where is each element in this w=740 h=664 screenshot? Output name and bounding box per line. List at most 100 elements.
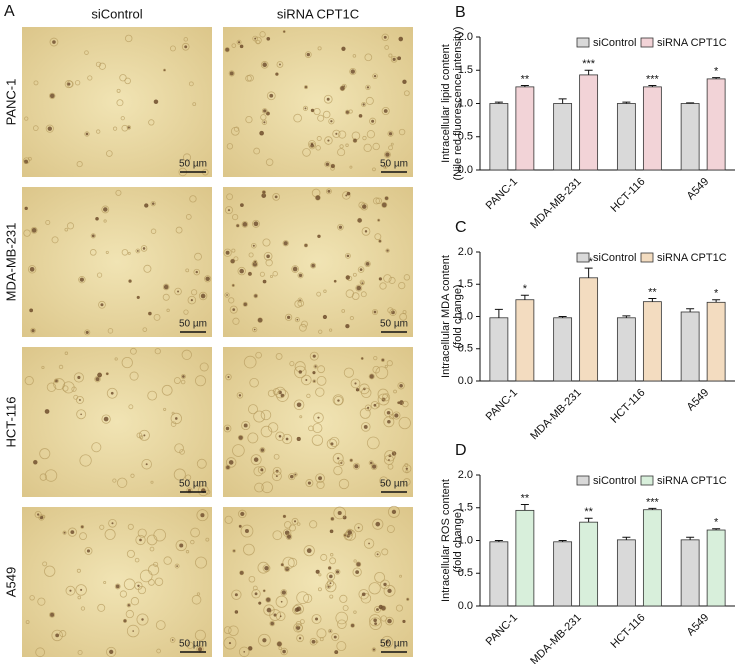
lipid-droplet — [335, 132, 338, 135]
lipid-droplet — [177, 290, 180, 293]
y-tick-label: 1.5 — [458, 278, 473, 290]
lipid-droplet — [405, 467, 408, 470]
cell — [103, 581, 107, 585]
cell — [309, 637, 318, 646]
cell — [64, 227, 69, 232]
cell — [84, 329, 91, 336]
cell — [204, 275, 212, 283]
y-axis-label: (fold change) — [452, 508, 464, 572]
lipid-droplet — [312, 354, 316, 358]
cell — [355, 284, 363, 292]
lipid-droplet — [254, 294, 258, 298]
lipid-droplet — [261, 193, 267, 198]
bar — [680, 103, 700, 171]
cell — [228, 70, 235, 77]
lipid-droplet — [283, 241, 288, 246]
cell — [153, 561, 159, 567]
cell — [239, 570, 245, 576]
y-tick-label: 1.0 — [458, 534, 473, 546]
lipid-droplet — [229, 71, 234, 76]
cell — [259, 31, 266, 38]
lipid-droplet — [266, 37, 271, 41]
lipid-droplet — [97, 372, 102, 378]
cell — [226, 143, 234, 150]
cell — [248, 252, 254, 258]
cell — [67, 527, 77, 537]
cell — [75, 584, 87, 596]
lipid-droplet — [290, 474, 294, 479]
cell — [150, 228, 157, 234]
lipid-droplet — [163, 284, 169, 290]
error-bar — [494, 308, 503, 318]
cell — [225, 457, 237, 468]
error-bar — [584, 69, 593, 75]
lipid-droplet — [36, 513, 40, 516]
cell — [370, 463, 378, 471]
x-tick-label: PANC-1 — [484, 176, 520, 212]
cell — [372, 167, 376, 172]
cell — [44, 565, 56, 577]
lipid-droplet — [337, 399, 340, 402]
legend-label: siControl — [593, 475, 636, 487]
cell — [363, 538, 375, 549]
lipid-droplet — [346, 191, 351, 196]
lipid-droplet — [345, 275, 350, 280]
cell — [197, 485, 209, 497]
bar — [616, 317, 636, 382]
cell — [404, 463, 409, 468]
lipid-droplet — [243, 423, 248, 428]
cell — [249, 377, 259, 388]
cell — [261, 108, 268, 114]
lipid-droplet — [387, 419, 391, 424]
cell — [282, 30, 286, 34]
cell — [101, 414, 111, 424]
lipid-droplet — [33, 460, 38, 465]
error-bar — [648, 507, 657, 510]
cell — [398, 416, 411, 430]
cell — [268, 422, 279, 433]
cell — [45, 219, 51, 225]
cell — [352, 272, 357, 277]
cell — [237, 434, 244, 441]
cell — [260, 114, 267, 121]
error-bar — [584, 517, 593, 523]
cell — [231, 43, 237, 48]
lipid-droplet — [244, 529, 249, 534]
cell — [381, 201, 388, 208]
lipid-droplet — [294, 473, 297, 476]
cell — [301, 320, 308, 328]
lipid-droplet — [306, 52, 310, 57]
cell — [58, 364, 64, 370]
cell — [383, 164, 388, 170]
lipid-droplet — [386, 410, 391, 415]
cell — [190, 539, 195, 545]
lipid-droplet — [29, 266, 35, 272]
cell — [59, 630, 67, 638]
cell — [361, 227, 371, 236]
lipid-droplet — [31, 328, 35, 333]
cell — [343, 367, 354, 378]
cell — [272, 193, 281, 201]
cell — [41, 365, 45, 370]
lipid-droplet — [127, 126, 131, 129]
cell — [293, 113, 302, 123]
cell — [253, 466, 264, 477]
cell — [368, 460, 374, 466]
cell — [360, 291, 367, 298]
cell — [173, 377, 181, 384]
cell — [387, 505, 400, 518]
scale-bar-label: 50 µm — [380, 159, 408, 170]
bar — [706, 529, 726, 607]
lipid-droplet — [392, 57, 396, 61]
y-tick-label: 2.0 — [458, 31, 473, 43]
lipid-droplet — [225, 426, 230, 431]
cell — [186, 641, 194, 649]
legend-swatch — [576, 475, 590, 486]
bar — [489, 103, 509, 171]
lipid-droplet — [200, 293, 206, 299]
y-tick-label: 1.0 — [458, 310, 473, 322]
cell — [255, 351, 262, 359]
cell — [317, 46, 322, 51]
cell — [395, 604, 403, 612]
cell — [374, 233, 382, 241]
